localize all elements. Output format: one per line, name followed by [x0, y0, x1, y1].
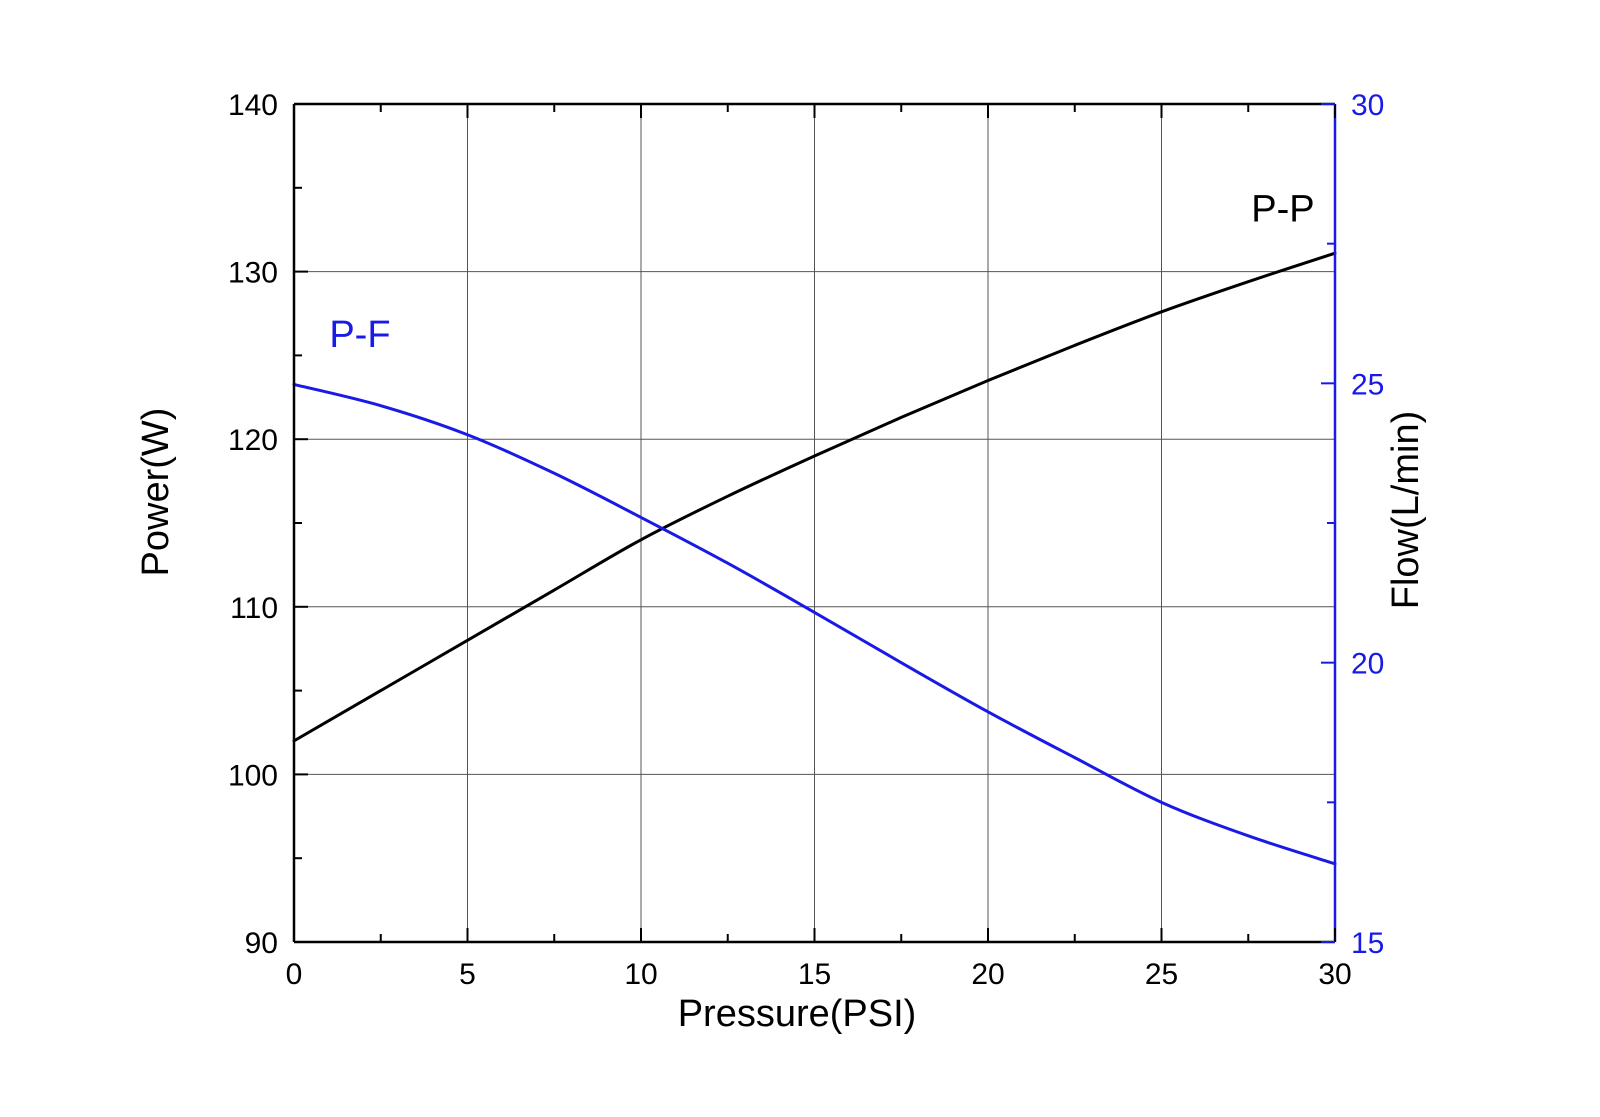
x-tick-label-15: 15 — [798, 958, 831, 991]
y-tick-label-120: 120 — [228, 424, 278, 457]
x-tick-label-5: 5 — [459, 958, 476, 991]
series-label-p-p: P-P — [1251, 188, 1314, 230]
x-tick-label-20: 20 — [971, 958, 1004, 991]
series-layer — [292, 251, 1337, 866]
axes — [292, 102, 1337, 944]
series-line-p-f — [292, 382, 1337, 866]
y-tick-label-130: 130 — [228, 257, 278, 290]
y-tick-label-110: 110 — [230, 592, 278, 625]
y2-tick-label-30: 30 — [1351, 89, 1384, 122]
series-line-p-p — [292, 251, 1337, 743]
series-label-p-f: P-F — [329, 314, 390, 356]
x-tick-label-25: 25 — [1145, 958, 1178, 991]
y-tick-label-90: 90 — [245, 927, 278, 960]
y2-tick-label-25: 25 — [1351, 368, 1384, 401]
y2-tick-label-15: 15 — [1351, 927, 1384, 960]
y2-tick-label-20: 20 — [1351, 648, 1384, 681]
x-tick-label-0: 0 — [286, 958, 303, 991]
grid — [294, 104, 1335, 942]
x-axis-title: Pressure(PSI) — [678, 993, 917, 1035]
x-tick-label-10: 10 — [624, 958, 657, 991]
y-tick-label-100: 100 — [228, 759, 278, 792]
x-tick-label-30: 30 — [1318, 958, 1351, 991]
y-tick-label-140: 140 — [228, 89, 278, 122]
y2-axis-title: Flow(L/min) — [1385, 411, 1427, 609]
tick-labels: 0 5 10 15 20 25 30 90 100 110 120 130 140 15 20 25 30 — [228, 89, 1384, 991]
y-axis-title: Power(W) — [135, 408, 177, 577]
